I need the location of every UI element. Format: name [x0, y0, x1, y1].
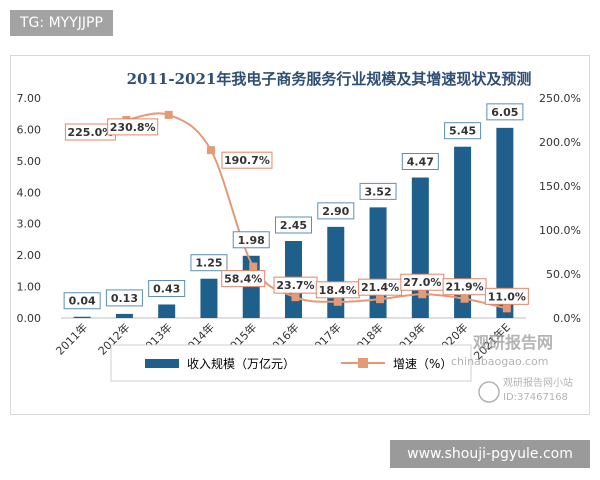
bar: [115, 313, 133, 318]
growth-marker: [249, 262, 258, 271]
watermark-id: ID:37467168: [503, 392, 568, 403]
y-right-tick-label: 0.0%: [553, 312, 581, 325]
legend-line-label: 增速（%）: [393, 357, 452, 371]
growth-value-label: 225.0%: [67, 126, 113, 139]
legend-bar-label: 收入规模（万亿元）: [187, 356, 295, 371]
y-left-tick-label: 1.00: [17, 281, 42, 294]
line-layer: [122, 110, 511, 313]
bar-value-label: 0.04: [69, 295, 96, 308]
x-tick-label: 2011年: [53, 320, 90, 357]
bar-value-label-box: [401, 153, 439, 171]
growth-marker: [460, 294, 469, 303]
bar-value-label-box: [105, 289, 143, 307]
growth-value-label: 190.7%: [224, 154, 270, 167]
growth-value-label: 11.0%: [488, 290, 526, 303]
watermark-logo-icon: [478, 381, 500, 403]
bar: [158, 304, 176, 318]
bar-value-label-box: [232, 231, 270, 249]
growth-value-label: 230.8%: [110, 121, 156, 134]
watermark: 观研报告网 chinabaogao.com 观研报告网小站 ID:3746716…: [451, 333, 573, 403]
y-right-tick-label: 200.0%: [539, 136, 581, 149]
y-right-tick-label: 250.0%: [539, 92, 581, 105]
growth-value-label: 27.0%: [403, 276, 441, 289]
chart-panel: 2011-2021年我电子商务服务行业规模及其增速现状及预测 0.00 1.00 2…: [10, 55, 590, 415]
bar-value-label: 2.90: [322, 205, 349, 218]
growth-marker: [291, 293, 300, 302]
bar-value-label-box: [190, 254, 228, 272]
y-left-tick-label: 0.00: [17, 312, 42, 325]
y-left-tick-label: 6.00: [17, 123, 42, 136]
legend-line-marker: [358, 358, 368, 368]
bar-value-label-box: [275, 216, 312, 234]
bar-value-label: 5.45: [449, 125, 476, 138]
bar: [73, 316, 91, 318]
footer-url: www.shouji-pgyule.com: [390, 440, 590, 468]
bar-value-label-box: [63, 292, 101, 310]
growth-value-label-box: [221, 270, 266, 288]
growth-value-label: 18.4%: [319, 284, 357, 297]
watermark-sub: 观研报告网小站: [503, 376, 573, 389]
growth-line: [126, 112, 508, 310]
y-left-tick-label: 2.00: [17, 249, 42, 262]
chart-svg: 2011-2021年我电子商务服务行业规模及其增速现状及预测 0.00 1.00 2…: [17, 70, 582, 403]
growth-marker: [206, 146, 215, 155]
growth-value-label-box: [107, 118, 159, 136]
bars-layer: [73, 127, 514, 318]
bar-value-label-box: [444, 122, 482, 140]
y-left-tick-label: 5.00: [17, 155, 42, 168]
bar-value-label-box: [317, 202, 355, 220]
legend: 收入规模（万亿元） 增速（%）: [110, 344, 472, 382]
growth-marker: [376, 295, 385, 304]
y-left-tick-label: 7.00: [17, 92, 42, 105]
labels-layer: 0.04 0.13 0.43 1.25 1.98 2.45 2.90 3.52 4.47 5.45…: [63, 103, 529, 310]
watermark-brand: 观研报告网: [473, 333, 553, 352]
y-left-tick-label: 4.00: [17, 186, 42, 199]
bar-value-label: 6.05: [491, 106, 518, 119]
bar-value-label: 0.43: [153, 282, 180, 295]
growth-value-label-box: [442, 278, 487, 296]
bar: [200, 278, 218, 318]
y-left-tick-label: 3.00: [17, 218, 42, 231]
bar-value-label: 1.25: [195, 257, 222, 270]
bar-value-label: 3.52: [364, 185, 391, 198]
bar-value-label: 4.47: [407, 156, 434, 169]
growth-marker: [164, 110, 173, 119]
tag-label: TG: MYYJJPP: [10, 10, 113, 36]
bar-value-label: 1.98: [238, 234, 265, 247]
legend-bar-swatch: [145, 359, 179, 368]
growth-value-label: 23.7%: [276, 279, 314, 292]
bar-value-label: 2.45: [280, 219, 307, 232]
bar-value-label-box: [148, 279, 186, 297]
chart-title: 2011-2021年我电子商务服务行业规模及其增速现状及预测: [127, 70, 532, 88]
growth-value-label: 21.9%: [446, 281, 484, 294]
y-right-tick-label: 50.0%: [546, 268, 581, 281]
y-right-tick-label: 100.0%: [539, 224, 581, 237]
growth-marker: [418, 290, 427, 299]
growth-marker: [502, 304, 511, 313]
growth-value-label-box: [484, 287, 529, 305]
growth-value-label-box: [221, 151, 273, 169]
watermark-site: chinabaogao.com: [451, 355, 549, 368]
bar-value-label: 0.13: [111, 292, 138, 305]
bar: [496, 127, 514, 318]
growth-marker: [333, 297, 342, 306]
growth-value-label: 21.4%: [361, 281, 399, 294]
bar-value-label-box: [486, 103, 524, 121]
bar: [454, 146, 472, 318]
y-right-tick-label: 150.0%: [539, 180, 581, 193]
growth-value-label: 58.4%: [224, 273, 262, 286]
bar-value-label-box: [359, 182, 397, 200]
